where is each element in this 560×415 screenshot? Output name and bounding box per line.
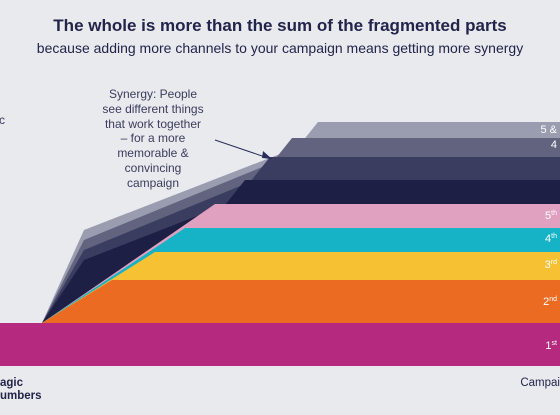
chart-subtitle: because adding more channels to your cam… — [36, 40, 524, 56]
layer-label-1st: 1st — [545, 340, 557, 352]
layer-label-3rd: 3rd — [545, 259, 557, 271]
left-edge-fragment: c — [0, 113, 5, 127]
annotation-line: campaign — [126, 175, 180, 190]
annotation-line: memorable & — [117, 146, 189, 161]
annotation-line: – for a more — [120, 131, 186, 146]
brand-line-2: umbers — [0, 390, 42, 402]
layer-label-synergy-3: 4 — [551, 139, 557, 151]
layer-label-5th: 5th — [545, 210, 557, 222]
layer-2nd — [42, 280, 560, 323]
annotation-line: see different things — [102, 101, 204, 116]
annotation-line: convincing — [124, 161, 182, 175]
layer-1st — [0, 323, 560, 366]
annotation-arrow-line — [214, 139, 269, 159]
layer-label-4th: 4th — [545, 233, 557, 245]
layer-label-2nd: 2nd — [543, 296, 557, 308]
chart-title: The whole is more than the sum of the fr… — [53, 16, 507, 35]
annotation-line: Synergy: People — [108, 87, 198, 101]
x-axis-label: Campai — [520, 377, 560, 389]
annotation-line: that work together — [104, 116, 202, 131]
brand-line-1: agic — [0, 377, 24, 389]
layer-label-synergy-4: 5 & — [540, 124, 557, 136]
annotation-arrow-head — [262, 151, 272, 159]
